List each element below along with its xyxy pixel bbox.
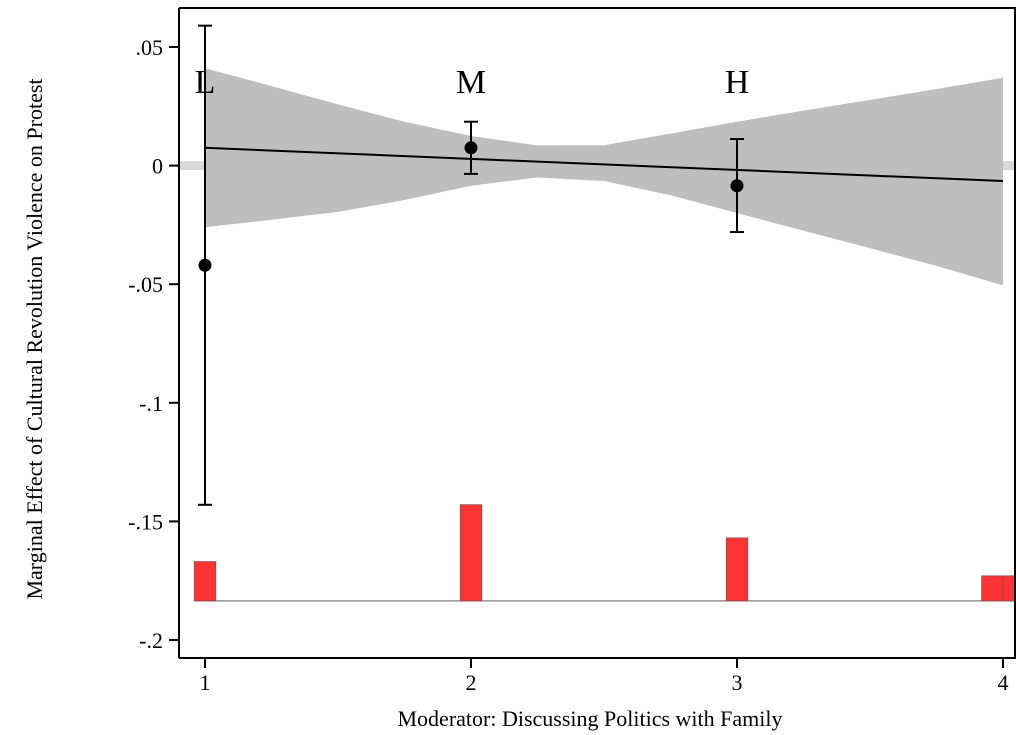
histogram-bar-4 [981, 575, 1004, 602]
x-tick-label: 4 [998, 670, 1009, 695]
marginal-effect-line [204, 146, 1004, 183]
x-tick-label: 1 [200, 670, 211, 695]
x-tick-label: 3 [732, 670, 743, 695]
point-h [730, 179, 744, 193]
histogram-bar-2 [459, 504, 483, 602]
y-axis-title: Marginal Effect of Cultural Revolution V… [22, 78, 47, 599]
y-tick-label: .05 [136, 35, 164, 60]
lines-layer [204, 146, 1004, 183]
bin-label-m: M [456, 64, 486, 101]
y-tick-label: -.05 [128, 272, 163, 297]
y-tick-label: 0 [152, 154, 163, 179]
y-tick-label: -.2 [139, 628, 163, 653]
point-l [198, 258, 212, 272]
axes-layer: .05 0 -.05 -.1 -.15 -.2 1 2 3 4 [128, 7, 1016, 695]
x-tick-label: 2 [466, 670, 477, 695]
x-axis-title: Moderator: Discussing Politics with Fami… [398, 706, 783, 731]
histogram-layer [193, 504, 1015, 602]
confidence-band-layer [179, 68, 1016, 286]
confidence-band [205, 68, 1003, 286]
bin-label-h: H [725, 64, 750, 101]
point-m [464, 141, 478, 155]
y-tick-label: -.1 [139, 391, 163, 416]
bin-label-l: L [195, 64, 216, 101]
y-tick-label: -.15 [128, 509, 163, 534]
histogram-bar-3 [725, 537, 749, 602]
histogram-bar-5 [1002, 575, 1015, 602]
histogram-bar-1 [193, 561, 217, 602]
